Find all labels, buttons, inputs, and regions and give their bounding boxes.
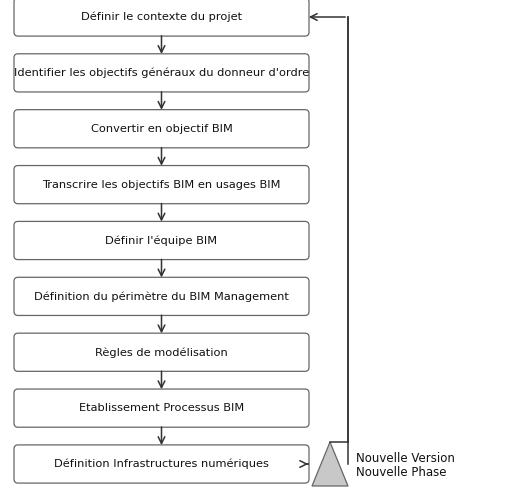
Text: Convertir en objectif BIM: Convertir en objectif BIM bbox=[90, 124, 233, 134]
Text: Définition du périmètre du BIM Management: Définition du périmètre du BIM Managemen… bbox=[34, 291, 289, 302]
Text: Définir le contexte du projet: Définir le contexte du projet bbox=[81, 12, 242, 22]
Text: Identifier les objectifs généraux du donneur d'ordre: Identifier les objectifs généraux du don… bbox=[14, 67, 309, 78]
FancyBboxPatch shape bbox=[14, 221, 309, 260]
FancyBboxPatch shape bbox=[14, 165, 309, 204]
FancyBboxPatch shape bbox=[14, 110, 309, 148]
Text: Etablissement Processus BIM: Etablissement Processus BIM bbox=[79, 403, 244, 413]
FancyBboxPatch shape bbox=[14, 277, 309, 315]
FancyBboxPatch shape bbox=[14, 54, 309, 92]
FancyBboxPatch shape bbox=[14, 0, 309, 36]
Polygon shape bbox=[312, 442, 348, 486]
Text: Nouvelle Version: Nouvelle Version bbox=[356, 452, 455, 464]
Text: Nouvelle Phase: Nouvelle Phase bbox=[356, 465, 447, 479]
Text: Définition Infrastructures numériques: Définition Infrastructures numériques bbox=[54, 459, 269, 469]
FancyBboxPatch shape bbox=[14, 445, 309, 483]
Text: Règles de modélisation: Règles de modélisation bbox=[95, 347, 228, 358]
Text: Définir l'équipe BIM: Définir l'équipe BIM bbox=[106, 235, 217, 246]
FancyBboxPatch shape bbox=[14, 333, 309, 371]
FancyBboxPatch shape bbox=[14, 389, 309, 427]
Text: Transcrire les objectifs BIM en usages BIM: Transcrire les objectifs BIM en usages B… bbox=[42, 180, 281, 189]
